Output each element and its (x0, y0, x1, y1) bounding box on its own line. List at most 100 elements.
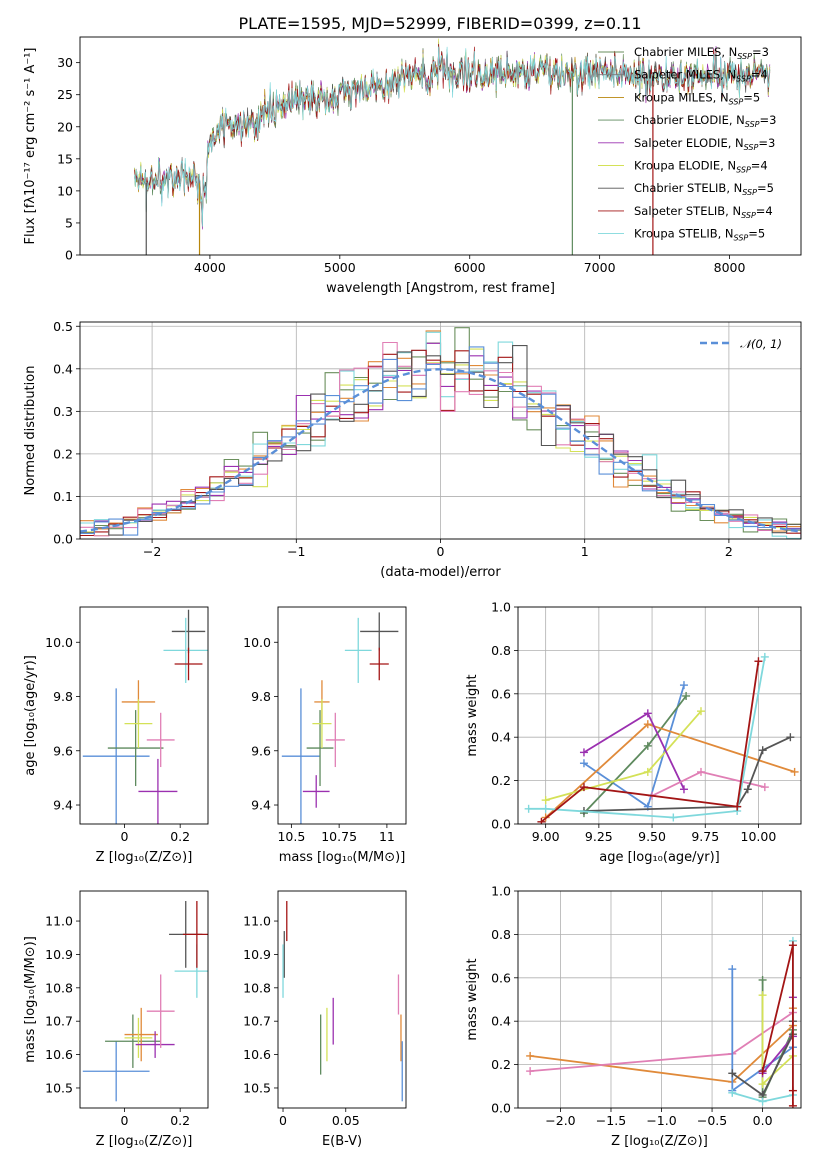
mass-weight-series (524, 652, 769, 822)
y-tick-label: 15 (57, 151, 73, 166)
y-tick-label: 10.6 (243, 1047, 271, 1062)
x-tick-label: 0 (279, 1113, 287, 1128)
series-line (540, 661, 760, 823)
gaussian-reference-curve (80, 368, 801, 533)
plus-marker (788, 941, 797, 950)
legend-label: Salpeter ELODIE, NSSP=3 (634, 136, 775, 152)
axes-age_vs_Z: 0 0.2 9.4 9.6 9.8 10.0 Z [log₁₀(Z/Z⊙)] age [log… (23, 606, 209, 865)
legend-label: Chabrier ELODIE, NSSP=3 (634, 113, 776, 129)
x-tick-label: −1 (287, 544, 305, 559)
plus-marker (696, 707, 705, 716)
plus-marker (643, 767, 652, 776)
x-tick-label: 6000 (454, 260, 486, 275)
plus-marker (754, 657, 763, 666)
legend-label: 𝒩(0, 1) (740, 337, 782, 351)
y-tick-label: 0 (65, 248, 73, 263)
y-tick-label: 0.6 (491, 970, 511, 985)
x-tick-label: −2.0 (545, 1113, 575, 1128)
y-tick-label: 0.4 (491, 730, 511, 745)
mass-weight-series (758, 941, 797, 1108)
grid-mass_weight_vs_Z (518, 890, 801, 1109)
plus-marker (758, 746, 767, 755)
y-tick-label: 0.1 (53, 489, 73, 504)
x-tick-label: 0 (121, 1113, 129, 1128)
legend-label: Chabrier STELIB, NSSP=5 (634, 181, 774, 197)
y-tick-label: 5 (65, 215, 73, 230)
y-tick-label: 0.6 (491, 686, 511, 701)
y-tick-label: 10.0 (243, 635, 271, 650)
axes-frame (517, 606, 802, 825)
plus-marker (643, 741, 652, 750)
x-tick-label: 0.2 (170, 829, 190, 844)
y-tick-label: 0.2 (491, 773, 511, 788)
plus-marker (788, 1101, 797, 1108)
y-tick-label: 10.7 (243, 1014, 271, 1029)
y-tick-label: 0.8 (491, 927, 511, 942)
y-tick-label: 0.2 (53, 446, 73, 461)
plot-area-age_vs_Z (82, 609, 208, 824)
x-tick-label: 0.2 (170, 1113, 190, 1128)
plus-marker (790, 767, 799, 776)
legend-label: Chabrier MILES, NSSP=3 (634, 45, 769, 61)
x-tick-label: 0 (121, 829, 129, 844)
x-tick-label: 10.00 (741, 829, 777, 844)
errorbar-point (138, 758, 178, 824)
frame-residuals: −2 −1 0 1 2 0.0 0.1 0.2 0.3 0.4 0.5 (data-model)/er… (23, 319, 802, 580)
axes-mass_weight_vs_Z: −2.0 −1.5 −1.0 −0.5 0.0 0.0 0.2 0.4 0.6 0.8 1.0 Z [… (465, 884, 802, 1149)
legend-label: Kroupa STELIB, NSSP=5 (634, 227, 765, 243)
x-tick-label: 9.75 (691, 829, 719, 844)
series-line (761, 944, 794, 1106)
errorbar-point (369, 647, 389, 681)
plot-area-spectrum (134, 38, 771, 255)
plus-marker (733, 802, 742, 811)
plus-marker (786, 733, 795, 742)
x-tick-label: 7000 (584, 260, 616, 275)
plus-marker (541, 804, 550, 813)
y-tick-label: 10.9 (45, 947, 73, 962)
errorbar-point (174, 647, 203, 681)
x-tick-label: 0.0 (753, 1113, 773, 1128)
y-tick-label: 1.0 (491, 600, 511, 615)
plus-marker (537, 817, 546, 824)
errorbar-point (107, 710, 164, 787)
x-tick-label: 9.50 (638, 829, 666, 844)
x-tick-label: −2 (143, 544, 161, 559)
plus-marker (758, 1067, 767, 1076)
axes-frame (277, 890, 407, 1109)
x-axis-label: Z [log₁₀(Z/Z⊙)] (611, 1134, 708, 1149)
x-axis-label: wavelength [Angstrom, rest frame] (326, 281, 555, 296)
errorbar-point (82, 1041, 150, 1102)
y-tick-label: 10.7 (45, 1014, 73, 1029)
x-tick-label: 11 (379, 829, 395, 844)
errorbar-point (302, 775, 330, 808)
y-tick-label: 25 (57, 87, 73, 102)
legend-label: Salpeter MILES, NSSP=4 (634, 68, 768, 84)
x-tick-label: 8000 (714, 260, 746, 275)
y-tick-label: 20 (57, 119, 73, 134)
y-tick-label: 10.5 (45, 1080, 73, 1095)
y-tick-label: 10.8 (45, 980, 73, 995)
y-tick-label: 9.6 (251, 743, 271, 758)
errorbar-point (124, 1017, 153, 1058)
frame-mass_vs_Z: 0 0.2 10.5 10.6 10.7 10.8 10.9 11.0 Z [log₁₀(Z/Z… (23, 890, 209, 1149)
plus-marker (669, 813, 678, 822)
plus-marker (541, 796, 550, 805)
plus-marker (643, 709, 652, 718)
y-tick-label: 10.5 (243, 1080, 271, 1095)
plot-area-age_vs_mass (281, 612, 399, 824)
y-tick-label: 0.2 (491, 1057, 511, 1072)
plus-marker (579, 748, 588, 757)
axes-age_vs_mass: 10.5 10.75 11 9.4 9.6 9.8 10.0 mass [log₁₀(M/M⊙… (243, 606, 407, 865)
axes-mass_vs_ebv: 0 0.05 10.5 10.6 10.7 10.8 10.9 11.0 E(B-V) (243, 890, 407, 1149)
errorbar-point (135, 1031, 175, 1058)
x-tick-label: 9.00 (532, 829, 560, 844)
errorbar-point (146, 974, 175, 1048)
spectrum-line (134, 46, 771, 227)
y-tick-label: 10 (57, 183, 73, 198)
plus-marker (743, 785, 752, 794)
plus-marker (758, 975, 767, 984)
y-tick-label: 0.0 (491, 1101, 511, 1116)
mass-weight-series (579, 709, 688, 794)
frame-age_vs_mass: 10.5 10.75 11 9.4 9.6 9.8 10.0 mass [log₁₀(M/M⊙… (243, 606, 407, 865)
y-axis-label: Normed distribution (23, 366, 38, 496)
